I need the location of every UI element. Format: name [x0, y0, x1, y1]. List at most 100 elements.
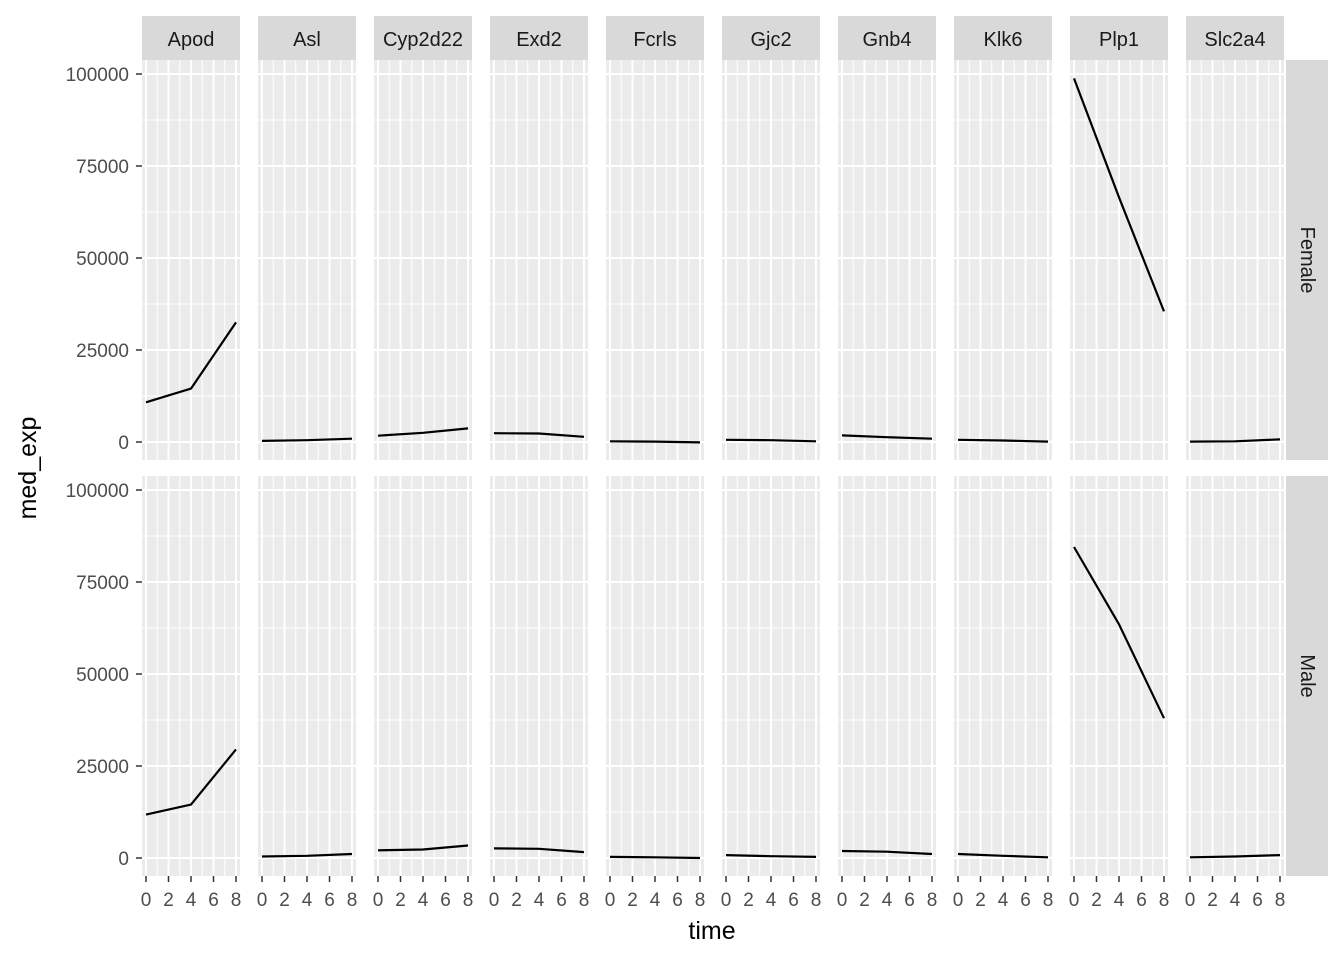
panel-plp1-male — [1070, 476, 1168, 876]
strip-label-gnb4: Gnb4 — [863, 29, 912, 51]
x-tick-label: 6 — [556, 890, 567, 911]
strip-klk6 — [954, 16, 1052, 60]
strip-label-gjc2: Gjc2 — [750, 29, 791, 51]
series-line-exd2-female — [493, 432, 585, 438]
x-tick-label: 2 — [859, 890, 870, 911]
x-tick-label: 0 — [257, 890, 268, 911]
x-tick-label: 8 — [1159, 890, 1170, 911]
x-tick-label: 8 — [811, 890, 822, 911]
x-tick-label: 6 — [672, 890, 683, 911]
series-line-gnb4-female — [841, 434, 933, 440]
x-tick-label: 2 — [279, 890, 290, 911]
y-tick-label: 25000 — [76, 757, 129, 778]
y-tick-label: 25000 — [76, 341, 129, 362]
panel-slc2a4-male — [1186, 476, 1284, 876]
series-line-gjc2-male — [725, 854, 817, 858]
x-tick-label: 4 — [302, 890, 313, 911]
x-tick-label: 0 — [141, 890, 152, 911]
x-tick-label: 4 — [998, 890, 1009, 911]
series-line-plp1-male — [1073, 546, 1165, 719]
panel-cyp2d22-male — [374, 476, 472, 876]
panel-slc2a4-female — [1186, 60, 1284, 460]
x-tick-label: 4 — [766, 890, 777, 911]
x-tick-label: 8 — [927, 890, 938, 911]
series-line-slc2a4-male — [1189, 854, 1281, 859]
x-tick-label: 8 — [347, 890, 358, 911]
panel-gnb4-female — [838, 60, 936, 460]
panel-gjc2-female — [722, 60, 820, 460]
x-tick-label: 8 — [1275, 890, 1286, 911]
strip-label-klk6: Klk6 — [984, 29, 1023, 51]
strip-label-female: Female — [1296, 227, 1318, 294]
panel-plp1-female — [1070, 60, 1168, 460]
panel-apod-male — [142, 476, 240, 876]
panel-apod-female — [142, 60, 240, 460]
y-axis-title: med_exp — [14, 417, 42, 520]
series-line-gnb4-male — [841, 849, 933, 856]
y-tick-label: 0 — [118, 849, 129, 870]
panel-klk6-female — [954, 60, 1052, 460]
x-tick-label: 2 — [975, 890, 986, 911]
x-tick-label: 2 — [395, 890, 406, 911]
series-line-klk6-male — [957, 852, 1049, 859]
x-tick-label: 4 — [418, 890, 429, 911]
x-tick-label: 2 — [1091, 890, 1102, 911]
x-tick-label: 8 — [231, 890, 242, 911]
x-tick-label: 0 — [953, 890, 964, 911]
series-line-cyp2d22-male — [377, 844, 469, 852]
series-line-plp1-female — [1072, 78, 1166, 312]
series-line-klk6-female — [957, 438, 1049, 443]
strip-gjc2 — [722, 16, 820, 60]
strip-asl — [258, 16, 356, 60]
panel-exd2-female — [490, 60, 588, 460]
panel-gnb4-male — [838, 476, 936, 876]
strip-label-apod: Apod — [168, 29, 215, 51]
strip-label-asl: Asl — [293, 29, 321, 51]
y-tick-label: 75000 — [76, 157, 129, 178]
strip-female — [1286, 60, 1328, 460]
y-tick-label: 100000 — [66, 65, 129, 86]
x-tick-label: 4 — [650, 890, 661, 911]
x-tick-label: 6 — [1020, 890, 1031, 911]
strip-label-exd2: Exd2 — [516, 29, 562, 51]
y-tick-label: 50000 — [76, 249, 129, 270]
x-tick-label: 0 — [605, 890, 616, 911]
x-tick-label: 0 — [1069, 890, 1080, 911]
x-tick-label: 8 — [463, 890, 474, 911]
panel-cyp2d22-female — [374, 60, 472, 460]
x-tick-label: 4 — [534, 890, 545, 911]
y-tick-label: 75000 — [76, 573, 129, 594]
strip-gnb4 — [838, 16, 936, 60]
x-tick-label: 0 — [721, 890, 732, 911]
y-tick-label: 50000 — [76, 665, 129, 686]
strip-label-male: Male — [1296, 654, 1318, 697]
x-tick-label: 6 — [440, 890, 451, 911]
x-tick-label: 6 — [904, 890, 915, 911]
panel-fcrls-male — [606, 476, 704, 876]
x-tick-label: 8 — [579, 890, 590, 911]
y-tick-label: 100000 — [66, 481, 129, 502]
x-axis-title: time — [688, 917, 735, 945]
panel-asl-male — [258, 476, 356, 876]
series-line-exd2-male — [493, 847, 585, 854]
x-tick-label: 4 — [1114, 890, 1125, 911]
x-tick-label: 6 — [788, 890, 799, 911]
panel-gjc2-male — [722, 476, 820, 876]
x-tick-label: 8 — [695, 890, 706, 911]
x-tick-label: 6 — [1252, 890, 1263, 911]
x-tick-label: 2 — [627, 890, 638, 911]
series-line-fcrls-female — [609, 440, 701, 444]
x-tick-label: 0 — [489, 890, 500, 911]
strip-label-slc2a4: Slc2a4 — [1204, 29, 1265, 51]
series-line-fcrls-male — [609, 855, 701, 860]
facet-panels: Apod Asl Cyp2d22 Exd2 Fcrls Gjc2 Gnb4 Klk6 Plp1 S… — [142, 16, 1328, 876]
strip-apod — [142, 16, 240, 60]
x-tick-label: 2 — [511, 890, 522, 911]
x-tick-label: 2 — [163, 890, 174, 911]
strip-label-cyp2d22: Cyp2d22 — [383, 29, 463, 51]
strip-label-plp1: Plp1 — [1099, 29, 1139, 51]
strip-plp1 — [1070, 16, 1168, 60]
x-tick-label: 0 — [373, 890, 384, 911]
